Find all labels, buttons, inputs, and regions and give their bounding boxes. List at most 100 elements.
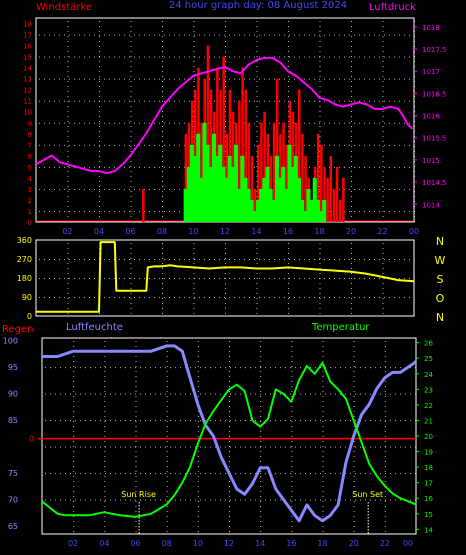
grid-dot — [322, 386, 324, 387]
grid-dot — [382, 181, 384, 182]
grid-dot — [49, 34, 50, 36]
grid-dot — [99, 71, 100, 72]
grid-dot — [395, 446, 396, 448]
grid-dot — [382, 26, 384, 27]
grid-dot — [130, 263, 132, 264]
grid-dot — [265, 393, 266, 395]
grid-dot — [162, 121, 163, 122]
grid-dot — [79, 56, 80, 58]
grid-dot — [67, 56, 69, 57]
gust-bar — [319, 210, 324, 222]
grid-dot — [179, 78, 180, 80]
grid-dot — [384, 278, 385, 279]
grid-dot — [369, 166, 370, 168]
grid-dot — [324, 78, 325, 80]
grid-dot — [114, 297, 115, 298]
grid-dot — [250, 446, 251, 448]
grid-dot — [414, 221, 415, 222]
grid-dot — [193, 303, 195, 304]
grid-dot — [351, 288, 352, 289]
grid-dot — [300, 420, 301, 422]
grid-dot — [274, 78, 275, 80]
grid-dot — [289, 297, 290, 298]
grid-dot — [120, 446, 121, 448]
grid-dot — [309, 259, 310, 260]
grid-dot — [199, 297, 200, 298]
grid-dot — [124, 188, 125, 190]
grid-dot — [204, 297, 205, 298]
grid-dot — [353, 441, 355, 442]
grid-dot — [164, 278, 165, 279]
grid-dot — [197, 526, 199, 527]
temperature-tick-label: 26 — [424, 340, 433, 348]
grid-dot — [104, 210, 105, 212]
grid-dot — [344, 259, 345, 260]
grid-dot — [329, 210, 330, 212]
grid-dot — [260, 506, 262, 507]
grid-dot — [382, 201, 384, 202]
grid-dot — [162, 298, 163, 299]
grid-dot — [73, 421, 75, 422]
grid-dot — [94, 34, 95, 36]
grid-dot — [364, 34, 365, 36]
grid-dot — [166, 406, 168, 407]
grid-dot — [130, 121, 132, 122]
grid-dot — [67, 196, 69, 197]
gust-bar — [243, 177, 248, 222]
grid-dot — [73, 461, 75, 462]
grid-dot — [288, 263, 289, 264]
grid-dot — [209, 100, 210, 102]
grid-dot — [291, 501, 293, 502]
gust-bar — [297, 177, 302, 222]
grid-dot — [390, 367, 391, 369]
grid-dot — [193, 146, 195, 147]
grid-dot — [169, 278, 170, 279]
grid-dot — [382, 56, 384, 57]
grid-dot — [200, 499, 201, 501]
grid-dot — [130, 268, 132, 269]
grid-dot — [354, 297, 355, 298]
grid-dot — [139, 210, 140, 212]
grid-dot — [120, 420, 121, 422]
grid-dot — [67, 206, 69, 207]
grid-dot — [389, 100, 390, 102]
grid-dot — [65, 499, 66, 501]
grid-dot — [180, 420, 181, 422]
grid-dot — [162, 156, 163, 157]
grid-dot — [84, 56, 85, 58]
grid-dot — [345, 420, 346, 422]
wind-tick-label: 11 — [23, 98, 32, 106]
grid-dot — [291, 451, 293, 452]
grid-dot — [84, 188, 85, 190]
grid-dot — [135, 446, 136, 448]
grid-dot — [160, 367, 161, 369]
grid-dot — [225, 283, 226, 284]
grid-dot — [193, 258, 195, 259]
grid-dot — [169, 297, 170, 298]
grid-dot — [329, 34, 330, 36]
grid-dot — [260, 346, 262, 347]
grid-dot — [219, 278, 220, 279]
grid-dot — [104, 431, 106, 432]
grid-dot — [67, 243, 69, 244]
wind-bar — [272, 122, 276, 222]
grid-dot — [162, 126, 163, 127]
grid-dot — [400, 367, 401, 369]
grid-dot — [214, 100, 215, 102]
grid-dot — [99, 121, 100, 122]
grid-dot — [64, 122, 65, 124]
grid-dot — [145, 499, 146, 501]
grid-dot — [166, 401, 168, 402]
grid-dot — [110, 473, 111, 475]
grid-dot — [135, 391, 137, 392]
grid-dot — [399, 259, 400, 260]
grid-dot — [197, 431, 199, 432]
grid-dot — [256, 288, 258, 289]
grid-dot — [230, 367, 231, 369]
grid-dot — [193, 121, 195, 122]
temperature-tick-label: 25 — [424, 355, 433, 363]
grid-dot — [205, 420, 206, 422]
grid-dot — [410, 473, 411, 475]
grid-dot — [74, 278, 75, 279]
grid-dot — [290, 499, 291, 501]
